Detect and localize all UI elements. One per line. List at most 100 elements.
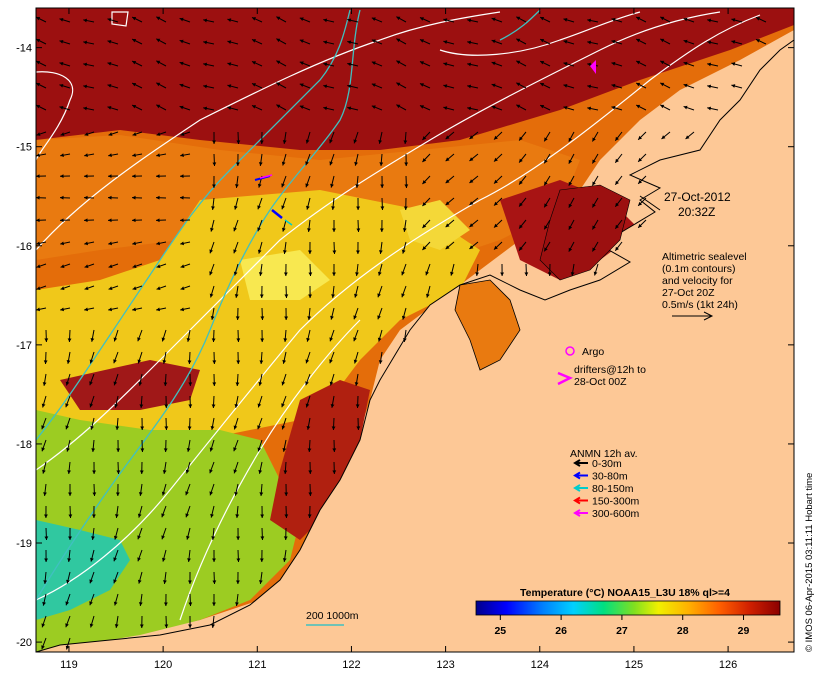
velocity-vector-head [401, 271, 405, 276]
velocity-vector-head [282, 447, 287, 452]
velocity-vector-head [186, 535, 190, 540]
velocity-vector-head [260, 514, 265, 518]
velocity-vector-head [469, 157, 474, 161]
velocity-vector-head [306, 337, 310, 342]
velocity-vector-head [209, 249, 214, 254]
velocity-vector-head [563, 84, 568, 88]
velocity-vector-head [41, 403, 46, 408]
altimetry-line3: and velocity for [662, 275, 733, 287]
velocity-vector-head [284, 514, 289, 518]
map-date: 27-Oct-2012 [664, 190, 731, 204]
sealevel-contour [36, 11, 501, 251]
velocity-vector-head [212, 184, 216, 188]
velocity-vector-head [113, 601, 118, 606]
velocity-vector-head [540, 104, 545, 109]
velocity-vector-head [36, 153, 40, 158]
velocity-vector-head [282, 359, 287, 364]
velocity-vector-head [402, 338, 407, 342]
velocity-vector-head [259, 492, 264, 496]
velocity-vector-head [467, 106, 472, 111]
velocity-vector-head [234, 491, 239, 496]
velocity-vector-head [257, 403, 262, 408]
velocity-vector-head [180, 241, 185, 246]
velocity-vector-head [615, 224, 619, 229]
velocity-vector-head [257, 227, 261, 232]
velocity-vector-head [355, 404, 360, 408]
velocity-vector-head [283, 272, 288, 276]
velocity-vector-head [380, 184, 385, 188]
lon-tick-label: 125 [625, 659, 643, 671]
velocity-vector-head [284, 294, 289, 298]
sst-cyan-patch [36, 520, 130, 620]
velocity-vector-head [611, 105, 616, 110]
velocity-vector-head [403, 140, 408, 144]
velocity-vector-head [568, 203, 573, 208]
velocity-vector-head [257, 249, 262, 254]
velocity-vector-head [65, 425, 70, 430]
velocity-vector-head [371, 61, 376, 65]
velocity-vector-head [212, 382, 217, 386]
anmn-arrow-30-80m [271, 209, 283, 219]
velocity-vector-head [519, 246, 523, 251]
lat-tick-label: -15 [16, 142, 32, 154]
velocity-vector-head [707, 40, 712, 45]
velocity-vector-head [587, 62, 592, 67]
velocity-vector-head [379, 162, 384, 166]
velocity-vector-head [731, 84, 736, 88]
velocity-vector-head [494, 179, 498, 184]
velocity-vector-head [60, 307, 65, 312]
velocity-vector-head [211, 206, 215, 210]
drifter-marker-icon [557, 371, 574, 386]
velocity-vector-head [281, 403, 285, 408]
anmn-legend-arrowhead [573, 471, 581, 480]
velocity-vector-head [636, 60, 641, 65]
velocity-vector-head [308, 294, 312, 298]
velocity-vector-head [209, 469, 213, 474]
sst-bay-red [539, 184, 631, 281]
velocity-vector-head [251, 17, 256, 21]
velocity-vector-head [377, 337, 382, 342]
velocity-vector-head [115, 492, 120, 496]
velocity-vector-head [445, 245, 450, 250]
colorbar [475, 600, 781, 616]
velocity-vector-head [377, 293, 381, 298]
velocity-vector-head [611, 61, 616, 66]
velocity-vector-head [540, 60, 545, 65]
velocity-vector-head [163, 602, 168, 606]
velocity-vector-head [419, 39, 424, 43]
colorbar-tick-label: 26 [555, 625, 567, 637]
velocity-vector-head [260, 316, 265, 320]
velocity-vector-head [329, 359, 333, 364]
velocity-vector-head [108, 174, 112, 179]
velocity-vector-head [42, 469, 46, 474]
velocity-vector-head [660, 38, 665, 43]
velocity-vector-head [235, 514, 240, 518]
velocity-vector-head [92, 514, 96, 518]
velocity-vector-head [636, 38, 641, 43]
velocity-vector-head [347, 40, 352, 45]
velocity-vector-head [156, 241, 161, 246]
velocity-vector-head [308, 470, 313, 474]
velocity-vector-head [276, 16, 281, 21]
sst-dark-red-band [36, 8, 794, 150]
velocity-vector-head [568, 159, 573, 164]
velocity-vector-head [156, 60, 161, 65]
velocity-vector-head [212, 602, 216, 606]
velocity-vector-head [500, 272, 505, 276]
velocity-vector-head [329, 161, 334, 166]
velocity-vector-head [347, 62, 352, 67]
velocity-vector-head [90, 425, 94, 430]
lat-tick-label: -16 [16, 241, 32, 253]
velocity-vector-head [42, 382, 47, 386]
velocity-vector-head [211, 404, 216, 408]
velocity-vector-head [227, 18, 232, 22]
velocity-vector-head [305, 403, 310, 408]
velocity-vector-head [396, 38, 401, 43]
lon-tick-label: 123 [436, 659, 454, 671]
velocity-vector-head [59, 39, 64, 44]
lon-tick-label: 124 [531, 659, 549, 671]
velocity-vector-head [281, 227, 286, 232]
velocity-vector-head [494, 223, 498, 228]
velocity-vector-head [115, 426, 120, 430]
velocity-vector-head [60, 195, 64, 200]
